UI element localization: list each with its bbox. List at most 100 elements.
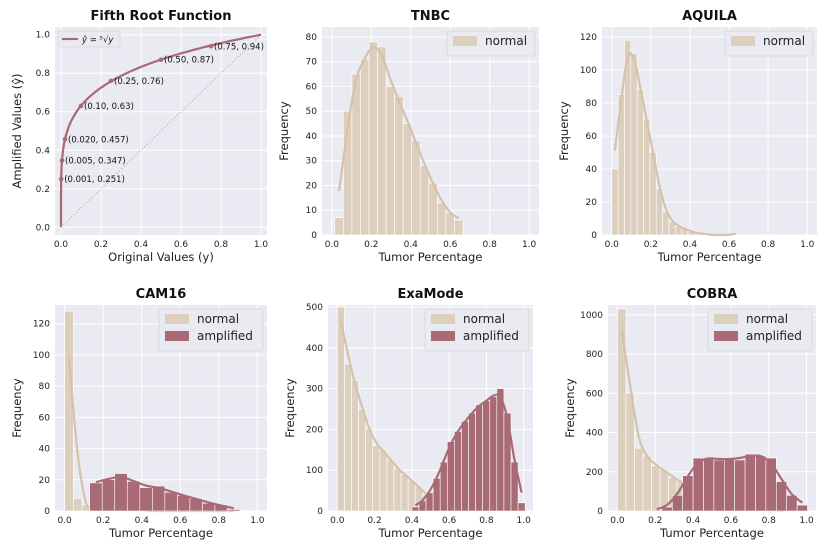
histogram-bar-normal	[73, 498, 83, 512]
x-axis-label: Tumor Percentage	[657, 250, 762, 264]
y-tick-label: 100	[580, 66, 597, 76]
point-label: (0.10, 0.63)	[84, 102, 134, 112]
histogram-bar-normal	[334, 217, 344, 236]
x-tick-label: 0.8	[483, 240, 498, 250]
y-tick-label: 10	[306, 206, 318, 216]
y-tick-label: 50	[306, 107, 318, 117]
histogram-bar-amplified	[164, 491, 178, 512]
y-tick-label: 80	[306, 33, 318, 43]
y-tick-label: 500	[306, 303, 323, 313]
histogram-bar-normal	[454, 219, 464, 236]
x-axis-label: Tumor Percentage	[378, 526, 483, 540]
kde-line-amplified	[656, 454, 803, 511]
x-tick-label: 0.8	[479, 516, 494, 526]
x-tick-label: 0.8	[214, 240, 229, 250]
y-tick-label: 0	[597, 507, 603, 517]
histogram-bar-normal	[386, 459, 395, 512]
x-axis-label: Original Values (y)	[108, 250, 214, 264]
y-tick-label: 1.0	[36, 31, 51, 41]
y-tick-label: 600	[586, 389, 603, 399]
y-tick-label: 0	[591, 231, 597, 241]
legend-box	[57, 30, 121, 48]
legend-swatch-amplified	[165, 331, 189, 341]
histogram-bar-amplified	[723, 457, 735, 512]
histogram-bar-amplified	[703, 457, 715, 512]
panel-title: COBRA	[687, 287, 738, 302]
y-tick-label: 20	[306, 181, 318, 191]
histogram-bar-normal	[445, 212, 455, 236]
y-tick-label: 1000	[580, 311, 603, 321]
data-point	[59, 158, 65, 163]
y-tick-label: 200	[306, 425, 323, 435]
data-point	[208, 43, 214, 49]
x-tick-label: 0.6	[724, 516, 739, 526]
y-tick-label: 120	[580, 33, 597, 43]
histogram-bar-amplified	[713, 459, 725, 512]
legend-label-normal: normal	[197, 312, 239, 326]
histogram-bar-amplified	[475, 404, 483, 512]
data-point	[108, 78, 114, 84]
histogram-bar-amplified	[651, 509, 663, 512]
legend-label-normal: normal	[463, 312, 505, 326]
histogram-bar-amplified	[139, 487, 153, 512]
x-tick-label: 0.8	[761, 240, 776, 250]
x-tick-label: 0.2	[367, 516, 381, 526]
point-label: (0.25, 0.76)	[114, 77, 164, 87]
y-tick-label: 60	[39, 413, 51, 423]
y-tick-label: 100	[33, 351, 50, 361]
x-tick-label: 0.4	[134, 240, 149, 250]
histogram-bar-normal	[407, 480, 416, 512]
panel-fifth-root: 0.0 0.2 0.4 0.6 0.8 1.0 0.0 0.2 0.4 0.6 0.8 1.0 Fift…	[10, 9, 268, 264]
y-tick-label: 20	[39, 476, 51, 486]
histogram-bar-amplified	[734, 459, 746, 512]
histogram-bar-normal	[351, 380, 359, 512]
x-tick-label: 0.2	[644, 240, 658, 250]
y-axis-label: Frequency	[557, 101, 571, 161]
histogram-bar-amplified	[126, 481, 141, 512]
x-tick-label: 0.2	[96, 516, 110, 526]
panel-title: CAM16	[136, 287, 187, 302]
histogram-bar-normal	[360, 58, 370, 236]
y-axis-label: Frequency	[563, 378, 577, 438]
histogram-bar-normal	[402, 123, 412, 236]
histogram-bar-amplified	[755, 455, 767, 512]
x-tick-label: 0.4	[683, 240, 698, 250]
y-tick-label: 60	[586, 132, 598, 142]
y-tick-label: 0	[44, 507, 50, 517]
y-axis-label: Amplified Values (ŷ)	[10, 73, 24, 188]
y-tick-label: 0.2	[36, 185, 50, 195]
y-tick-label: 40	[306, 132, 318, 142]
panel-aquila: 0.0 0.2 0.4 0.6 0.8 1.0 0 20 40 60 80 100 120 AQUILA T…	[557, 9, 817, 264]
histogram-bar-normal	[411, 140, 421, 236]
y-tick-label: 40	[39, 445, 51, 455]
x-tick-label: 0.4	[686, 516, 701, 526]
panel-cam16: 0.0 0.2 0.4 0.6 0.8 1.0 0 20 40 60 80 100 120 CAM16 Tu…	[10, 287, 267, 540]
histogram-bar-normal	[365, 429, 374, 512]
kde-line-normal	[338, 46, 460, 220]
y-tick-label: 120	[33, 320, 50, 330]
panel-title: TNBC	[411, 9, 450, 24]
legend-swatch-normal	[453, 36, 477, 46]
y-tick-label: 80	[586, 99, 598, 109]
y-axis-label: Frequency	[283, 378, 297, 438]
y-tick-label: 40	[586, 165, 598, 175]
y-tick-label: 20	[586, 198, 598, 208]
histogram-bar-normal	[64, 310, 74, 512]
histogram-bar-normal	[385, 86, 395, 236]
histogram-bar-normal	[419, 165, 430, 236]
histogram-bar-normal	[634, 447, 644, 512]
legend-swatch-normal	[165, 314, 189, 324]
point-label: (0.005, 0.347)	[65, 156, 126, 166]
x-tick-label: 0.0	[325, 240, 340, 250]
x-tick-label: 0.8	[212, 516, 227, 526]
y-tick-label: 70	[306, 58, 318, 68]
legend-label: ŷ = ⁵√y	[81, 36, 114, 46]
histogram-bar-amplified	[461, 420, 469, 512]
histogram-bar-amplified	[744, 453, 756, 512]
y-axis-label: Frequency	[10, 378, 24, 438]
histogram-bar-normal	[379, 449, 388, 512]
x-axis-label: Tumor Percentage	[378, 250, 483, 264]
y-tick-label: 100	[306, 466, 323, 476]
histogram-bar-normal	[393, 467, 402, 512]
x-tick-label: 1.0	[799, 516, 814, 526]
